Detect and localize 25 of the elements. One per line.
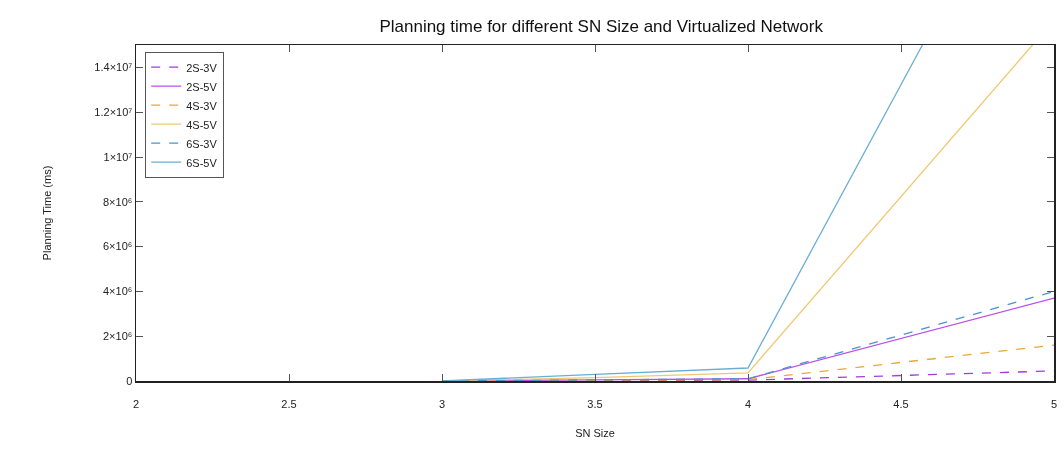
legend-label: 6S-5V	[186, 156, 218, 169]
line-series	[441, 45, 924, 381]
y-tick-label: 8×10⁶	[102, 195, 133, 208]
y-tick-label: 6×10⁶	[102, 240, 133, 253]
legend-label: 6S-3V	[186, 137, 218, 150]
x-axis-title: SN Size	[575, 426, 615, 439]
x-tick-label: 4.5	[893, 397, 909, 410]
y-tick-label: 1.2×10⁷	[94, 106, 133, 119]
x-tick-label: 2	[132, 397, 140, 410]
legend-label: 4S-5V	[186, 118, 218, 131]
y-tick-label: 1.4×10⁷	[94, 61, 133, 74]
chart-title: Planning time for different SN Size and Virtualized Network	[379, 17, 824, 37]
y-tick-label: 4×10⁶	[102, 285, 133, 298]
y-axis-title: Planning Time (ms)	[41, 165, 54, 261]
x-tick-label: 4	[744, 397, 752, 410]
y-tick-label: 0	[126, 374, 133, 387]
legend-label: 2S-3V	[186, 61, 218, 74]
x-tick-label: 5	[1050, 397, 1058, 410]
legend-label: 4S-3V	[186, 99, 218, 112]
y-tick-label: 2×10⁶	[102, 330, 133, 343]
x-tick-label: 2.5	[281, 397, 297, 410]
x-tick-label: 3	[438, 397, 446, 410]
y-tick-label: 1×10⁷	[103, 150, 133, 163]
legend-label: 2S-5V	[186, 80, 218, 93]
x-tick-label: 3.5	[587, 397, 603, 410]
